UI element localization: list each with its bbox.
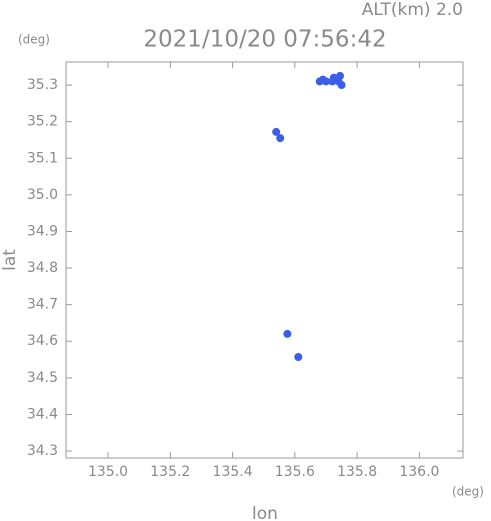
x-tick-label: 135.0: [88, 464, 128, 480]
x-unit: (deg): [452, 485, 484, 499]
y-tick-label: 34.9: [27, 223, 58, 239]
y-axis-label: lat: [0, 249, 20, 271]
echo-point: [283, 329, 292, 338]
echo-point: [272, 127, 281, 136]
y-tick-label: 34.3: [27, 443, 58, 459]
chart-title: 2021/10/20 07:56:42: [143, 27, 386, 53]
y-tick-label: 35.1: [27, 150, 58, 166]
echo-point: [318, 75, 327, 84]
x-tick-label: 135.4: [213, 464, 253, 480]
x-tick-label: 135.8: [337, 464, 377, 480]
y-unit: (deg): [18, 33, 50, 47]
x-axis-label: lon: [252, 504, 278, 521]
plot-frame: [65, 61, 464, 459]
echo-point: [329, 73, 338, 82]
echo-point: [276, 134, 285, 143]
altitude-annotation: ALT(km) 2.0: [362, 0, 463, 20]
y-tick-label: 35.0: [27, 187, 58, 203]
y-tick-label: 34.5: [27, 370, 58, 386]
x-tick-label: 135.2: [150, 464, 190, 480]
x-tick-label: 135.6: [275, 464, 315, 480]
y-tick-label: 34.4: [27, 406, 58, 422]
y-tick-label: 35.2: [27, 114, 58, 130]
y-tick-label: 34.7: [27, 297, 58, 313]
y-tick-label: 34.6: [27, 333, 58, 349]
y-tick-label: 34.8: [27, 260, 58, 276]
echo-point: [337, 81, 346, 90]
y-tick-label: 35.3: [27, 77, 58, 93]
echo-point: [336, 71, 345, 80]
echo-point: [294, 352, 303, 361]
x-tick-label: 136.0: [399, 464, 439, 480]
